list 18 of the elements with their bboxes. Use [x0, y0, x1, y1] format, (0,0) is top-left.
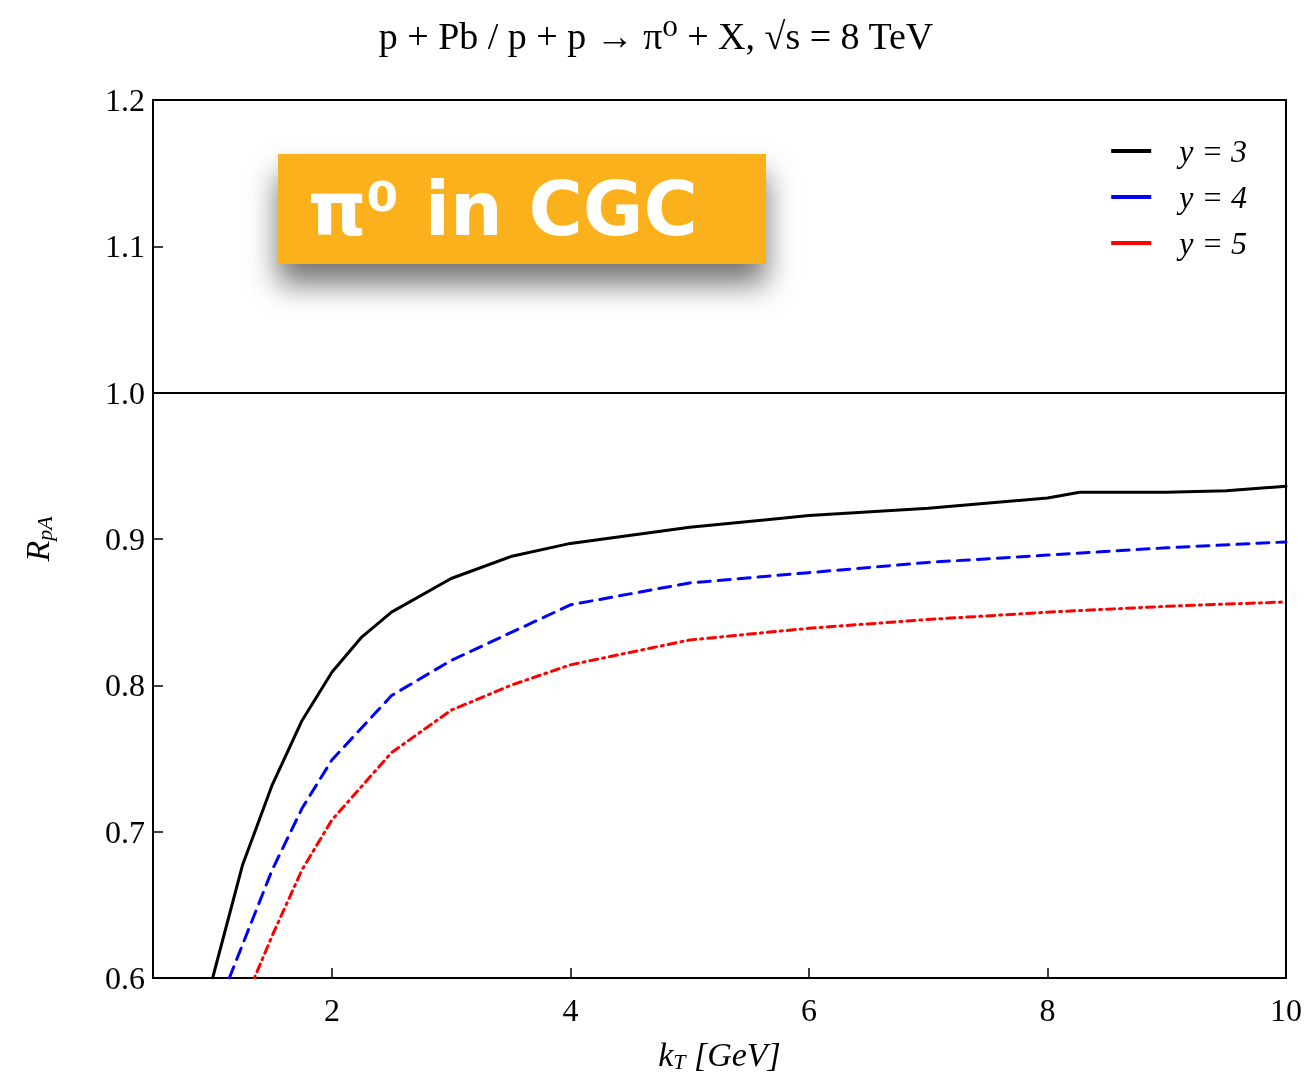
x-tick-label: 6	[800, 992, 817, 1028]
y-tick-label: 0.8	[105, 667, 145, 704]
chart-title: p + Pb / p + p → π⁰ + X, √s = 8 TeV	[378, 15, 934, 57]
x-tick-label: 10	[1270, 992, 1302, 1028]
annotation: π⁰ in CGC	[308, 166, 698, 252]
legend-label: y = 3	[1176, 133, 1247, 169]
y-tick-label: 1.1	[105, 228, 145, 265]
y-tick-label: 0.9	[105, 521, 145, 557]
y-tick-label: 0.6	[105, 960, 145, 996]
x-tick-label: 2	[323, 992, 340, 1028]
y-axis-title: RpA	[18, 515, 57, 563]
x-tick-label: 8	[1039, 992, 1056, 1028]
y-tick-label: 0.7	[105, 813, 145, 850]
x-tick-label: 4	[562, 992, 579, 1028]
legend-label: y = 5	[1176, 225, 1247, 261]
y-tick-label: 1.0	[105, 374, 145, 411]
legend-label: y = 4	[1176, 179, 1247, 215]
y-tick-label: 1.2	[105, 82, 145, 118]
